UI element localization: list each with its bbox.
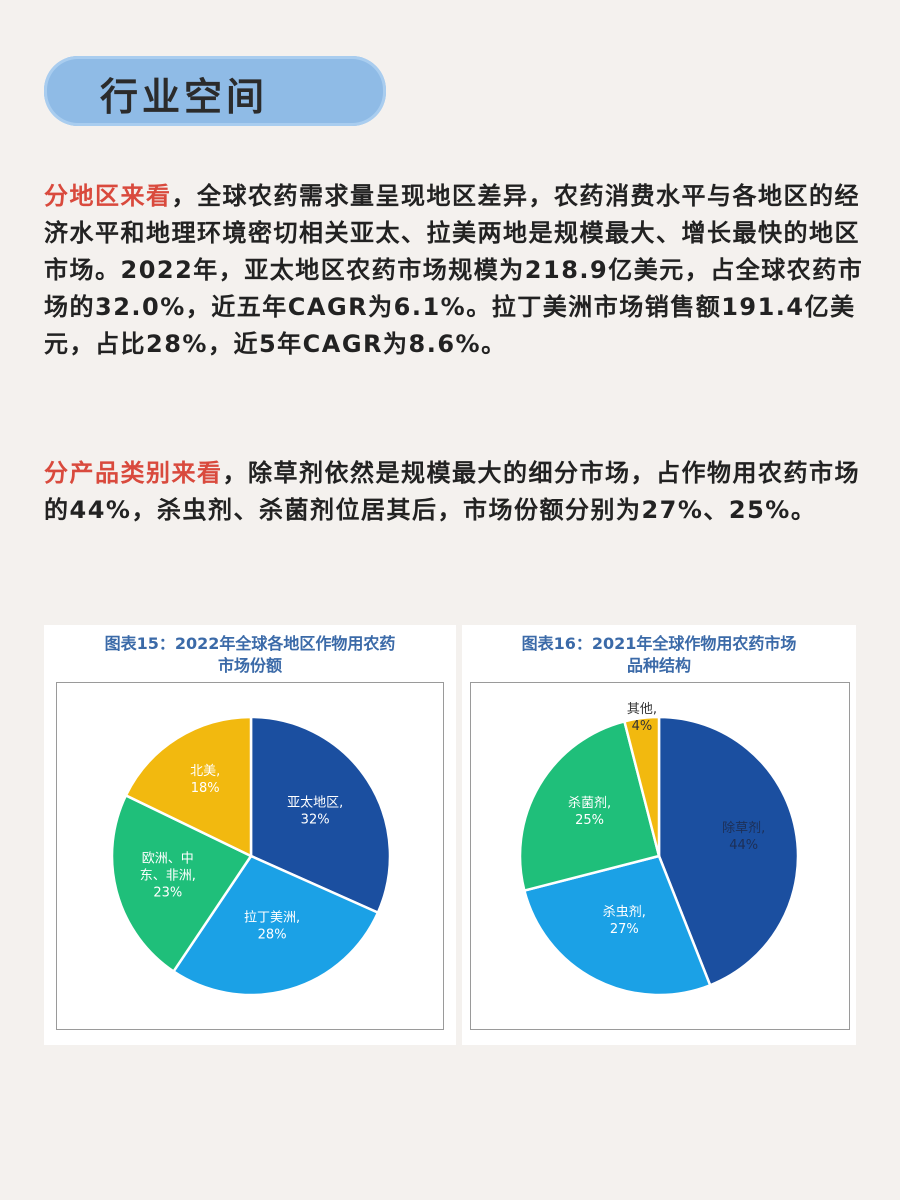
pie-label-0-2-1: 东、非洲, xyxy=(140,869,196,884)
paragraph-regions-text: ，全球农药需求量呈现地区差异，农药消费水平与各地区的经济水平和地理环境密切相关亚… xyxy=(44,182,864,358)
section-title: 行业空间 xyxy=(100,75,269,119)
chart-frame-regions: 亚太地区, 32% 拉丁美洲, 28% 欧洲、中东、非洲, 23% 北美, 18% xyxy=(56,682,444,1030)
pie-label-0-2-0: 欧洲、中 xyxy=(142,852,194,867)
pie-label-0-0-0: 亚太地区, xyxy=(287,795,343,810)
chart-title-products: 图表16：2021年全球作物用农药市场 品种结构 xyxy=(462,633,856,677)
chart-title-regions: 图表15：2022年全球各地区作物用农药 市场份额 xyxy=(44,633,456,677)
pie-label-0-2-2: 23% xyxy=(153,886,182,901)
chart-panel-regions: 图表15：2022年全球各地区作物用农药 市场份额 亚太地区, 32% 拉丁美洲, 2… xyxy=(44,625,456,1045)
pie-label-1-1-0: 杀虫剂, xyxy=(603,905,646,920)
chart-title-products-line2: 品种结构 xyxy=(626,656,691,675)
chart-title-regions-line1: 图表15：2022年全球各地区作物用农药 xyxy=(104,634,396,653)
paragraph-regions: 分地区来看，全球农药需求量呈现地区差异，农药消费水平与各地区的经济水平和地理环境… xyxy=(44,178,864,363)
chart-frame-products: 除草剂, 44% 杀虫剂, 27% 杀菌剂, 25% 其他, 4% xyxy=(470,682,850,1030)
pie-slice-0-0 xyxy=(249,715,392,915)
pie-slice-0-3 xyxy=(124,715,253,858)
pie-label-0-0-1: 32% xyxy=(301,812,330,827)
pie-label-0-1-1: 28% xyxy=(258,927,287,942)
pie-label-0-3-1: 18% xyxy=(191,781,220,796)
pie-slice-1-0 xyxy=(657,715,800,987)
pie-label-1-2-0: 杀菌剂, xyxy=(568,796,611,811)
pie-label-1-3-1: 4% xyxy=(632,719,653,734)
pie-slice-1-2 xyxy=(518,719,661,893)
pie-label-1-3-0: 其他, xyxy=(627,702,657,717)
pie-label-1-0-1: 44% xyxy=(729,838,758,853)
chart-title-products-line1: 图表16：2021年全球作物用农药市场 xyxy=(521,634,797,653)
pie-label-0-3-0: 北美, xyxy=(190,764,220,779)
paragraph-products: 分产品类别来看，除草剂依然是规模最大的细分市场，占作物用农药市场的44%，杀虫剂… xyxy=(44,455,864,529)
pie-label-1-0-0: 除草剂, xyxy=(722,821,765,836)
pie-slice-0-1 xyxy=(171,854,380,997)
pie-chart-regions: 亚太地区, 32% 拉丁美洲, 28% 欧洲、中东、非洲, 23% 北美, 18% xyxy=(110,715,392,997)
pie-label-1-1-1: 27% xyxy=(610,922,639,937)
pie-chart-products: 除草剂, 44% 杀虫剂, 27% 杀菌剂, 25% 其他, 4% xyxy=(518,702,800,997)
chart-title-regions-line2: 市场份额 xyxy=(217,656,282,675)
paragraph-products-highlight: 分产品类别来看 xyxy=(44,459,223,487)
paragraph-regions-highlight: 分地区来看 xyxy=(44,182,172,210)
pie-slice-1-1 xyxy=(522,854,712,997)
pie-slice-1-3 xyxy=(622,715,661,857)
section-title-pill: 行业空间 xyxy=(44,56,386,126)
pie-label-1-2-1: 25% xyxy=(575,813,604,828)
paragraph-products-text: ，除草剂依然是规模最大的细分市场，占作物用农药市场的44%，杀虫剂、杀菌剂位居其… xyxy=(44,459,860,524)
chart-panel-products: 图表16：2021年全球作物用农药市场 品种结构 除草剂, 44% 杀虫剂, 27% 杀… xyxy=(462,625,856,1045)
pie-label-0-1-0: 拉丁美洲, xyxy=(244,910,300,925)
